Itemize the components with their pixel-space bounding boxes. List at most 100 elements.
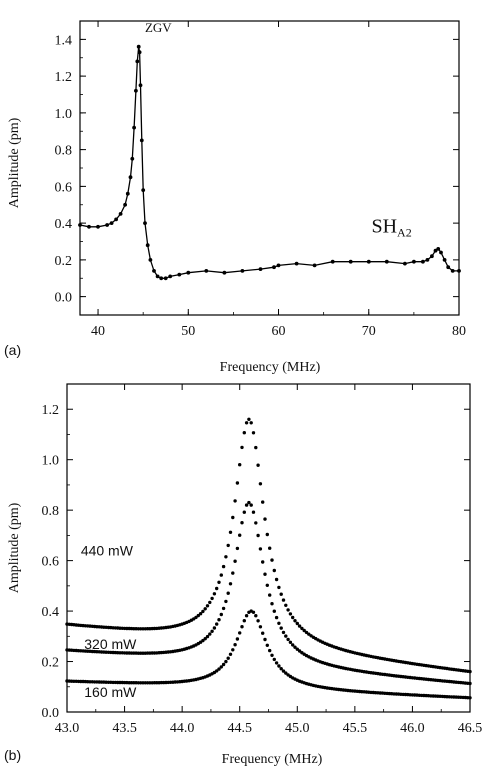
- series-label-b: 440 mW: [81, 543, 134, 559]
- y-axis-ticks-a: 0.0 0.2 0.4 0.6 0.8 1.0 1.2 1.4: [55, 33, 459, 316]
- data-point-a: [78, 223, 82, 227]
- data-point-b: [205, 634, 210, 639]
- data-point-b: [288, 612, 293, 616]
- data-point-b: [231, 515, 235, 520]
- data-point-b: [258, 482, 263, 486]
- x-tick-label-a: 80: [452, 324, 466, 339]
- x-tick-label-b: 44.5: [227, 721, 252, 736]
- data-point-a: [128, 175, 133, 180]
- x-tick-label-b: 45.5: [343, 721, 368, 736]
- data-point-b: [208, 600, 212, 605]
- data-point-b: [231, 571, 235, 575]
- data-point-b: [468, 696, 472, 700]
- data-point-b: [244, 614, 249, 618]
- data-point-b: [265, 643, 269, 647]
- data-point-b: [210, 596, 214, 601]
- data-point-a: [457, 269, 461, 273]
- data-point-a: [139, 138, 144, 143]
- data-point-b: [215, 586, 219, 591]
- x-tick-label-b: 43.0: [55, 721, 80, 736]
- y-tick-label-a: 0.2: [55, 254, 73, 269]
- x-tick-label-b: 43.5: [112, 721, 137, 736]
- data-point-b: [224, 599, 228, 604]
- data-point-b: [217, 618, 221, 622]
- data-point-b: [240, 521, 244, 525]
- series-line-a: [79, 46, 459, 279]
- data-point-b: [212, 626, 217, 630]
- data-point-b: [217, 580, 221, 584]
- data-point-b: [277, 664, 281, 668]
- data-point-a: [155, 274, 160, 279]
- data-point-a: [442, 258, 447, 262]
- data-point-b: [263, 517, 267, 521]
- data-point-a: [294, 261, 299, 266]
- data-point-b: [221, 564, 226, 569]
- data-point-b: [281, 630, 286, 635]
- data-point-b: [247, 500, 251, 505]
- data-point-b: [233, 499, 237, 503]
- data-point-a: [186, 270, 191, 275]
- x-tick-label-b: 46.0: [400, 721, 425, 736]
- data-point-b: [297, 624, 302, 628]
- data-point-b: [295, 621, 299, 626]
- data-point-b: [270, 653, 274, 657]
- data-point-b: [263, 637, 267, 642]
- data-point-a: [159, 276, 164, 281]
- data-point-b: [279, 592, 283, 596]
- data-point-b: [198, 612, 203, 616]
- y-tick-label-a: 0.0: [55, 291, 73, 306]
- data-point-b: [219, 612, 223, 617]
- data-point-b: [277, 585, 281, 590]
- data-point-b: [263, 572, 267, 576]
- data-point-b: [256, 533, 260, 538]
- data-point-b: [233, 559, 237, 563]
- data-point-b: [284, 603, 288, 607]
- data-point-b: [203, 607, 207, 611]
- data-point-a: [152, 269, 156, 273]
- data-point-b: [304, 630, 309, 635]
- x-axis-ticks-b: 43.0 43.5 44.0 44.5 45.0 45.5 46.0 46.5: [55, 384, 482, 736]
- data-point-a: [384, 259, 389, 264]
- data-point-b: [238, 463, 242, 467]
- data-point-a: [87, 224, 91, 229]
- data-point-b: [217, 667, 221, 671]
- data-point-b: [265, 583, 269, 587]
- data-point-b: [293, 619, 297, 623]
- data-point-a: [421, 259, 425, 264]
- data-point-b: [228, 652, 233, 656]
- y-tick-label-a: 1.4: [55, 33, 73, 48]
- y-axis-label-b: Amplitude (pm): [7, 502, 22, 593]
- panel-tag-a: (a): [4, 342, 21, 358]
- data-point-b: [215, 669, 219, 673]
- data-point-b: [272, 568, 276, 573]
- data-point-b: [233, 643, 237, 647]
- y-tick-label-a: 1.2: [55, 70, 73, 85]
- data-point-b: [274, 615, 279, 620]
- data-point-a: [163, 276, 168, 281]
- data-point-a: [430, 254, 434, 259]
- data-point-a: [330, 259, 335, 264]
- data-point-b: [274, 661, 279, 665]
- data-point-a: [446, 265, 451, 270]
- data-point-b: [270, 602, 274, 606]
- data-point-b: [286, 608, 290, 612]
- x-tick-label-a: 50: [181, 324, 195, 339]
- data-point-b: [274, 577, 279, 582]
- data-point-b: [201, 609, 205, 614]
- data-point-b: [224, 555, 228, 559]
- data-point-a: [177, 272, 182, 277]
- data-point-b: [286, 637, 290, 642]
- data-point-b: [231, 648, 235, 652]
- x-axis-label-a: Frequency (MHz): [220, 360, 321, 375]
- data-point-b: [194, 615, 198, 620]
- x-tick-label-a: 70: [362, 324, 376, 339]
- data-point-b: [293, 645, 297, 649]
- y-tick-label-a: 0.4: [55, 217, 73, 232]
- data-point-a: [123, 202, 127, 207]
- data-point-b: [468, 669, 472, 674]
- data-point-a: [439, 250, 443, 255]
- y-tick-label-a: 1.0: [55, 107, 73, 122]
- series-b: 440 mW 320 mW 160 mW: [65, 417, 472, 700]
- series-a: [78, 44, 461, 281]
- data-point-b: [268, 648, 272, 653]
